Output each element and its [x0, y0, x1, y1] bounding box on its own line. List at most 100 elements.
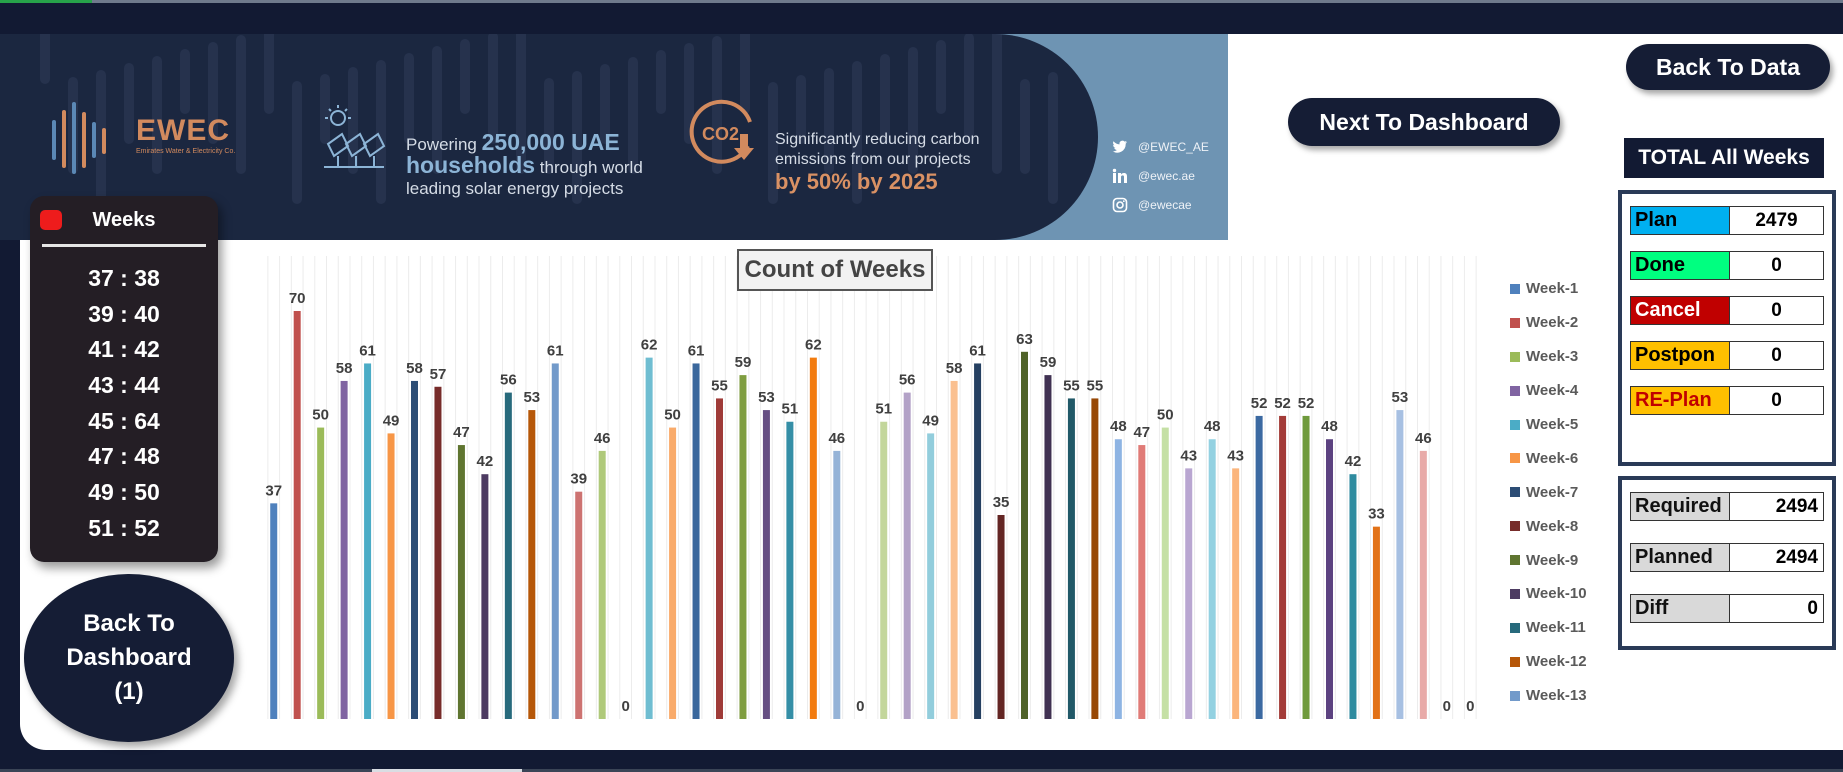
bar-48: [1372, 526, 1380, 719]
bar-49: [1396, 410, 1404, 719]
data-label: 50: [1157, 407, 1174, 424]
banner-stripe: [768, 82, 778, 204]
banner-stripe: [964, 34, 974, 144]
status-label: Cancel: [1631, 297, 1730, 324]
data-label: 58: [406, 360, 423, 377]
legend-label: Week-4: [1526, 382, 1579, 400]
legend-label: Week-13: [1526, 687, 1587, 705]
data-label: 61: [969, 342, 986, 359]
data-label: 58: [946, 360, 963, 377]
banner-stripe: [824, 68, 834, 174]
social-links: @EWEC_AE @ewec.ae @ewecae: [1112, 132, 1209, 219]
clear-filter-icon[interactable]: [40, 210, 62, 230]
co2-highlight: by 50% by 2025: [775, 169, 938, 194]
data-label: 48: [1321, 418, 1338, 435]
summary-label: Diff: [1631, 595, 1730, 622]
legend-label: Week-6: [1526, 449, 1579, 467]
linkedin-icon: [1112, 168, 1127, 183]
week-item[interactable]: 39 : 40: [88, 300, 160, 327]
legend-label: Week-2: [1526, 314, 1579, 332]
legend-item: Week-4: [1510, 374, 1587, 408]
bar-18: [669, 427, 677, 719]
legend-item: Week-1: [1510, 272, 1587, 306]
legend-label: Week-12: [1526, 653, 1587, 671]
legend-item: Week-12: [1510, 645, 1587, 679]
data-label: 58: [336, 360, 353, 377]
banner-stripe: [936, 40, 946, 114]
bar-17: [645, 357, 653, 719]
social-linkedin[interactable]: @ewec.ae: [1112, 161, 1209, 190]
legend-item: Week-11: [1510, 611, 1587, 645]
data-label: 49: [383, 412, 400, 429]
week-item[interactable]: 51 : 52: [88, 514, 160, 541]
banner-stripe: [852, 61, 862, 204]
legend-label: Week-5: [1526, 416, 1579, 433]
bar-20: [716, 398, 723, 719]
data-label: 42: [1345, 453, 1362, 470]
banner-stripe: [880, 54, 890, 144]
bar-40: [1185, 468, 1193, 719]
status-label: Plan: [1631, 207, 1730, 234]
status-row-done: Done 0: [1630, 251, 1824, 280]
week-item[interactable]: 49 : 50: [88, 479, 160, 506]
data-label: 47: [1133, 424, 1150, 441]
legend-swatch: [1510, 453, 1520, 464]
data-label: 37: [265, 482, 282, 499]
status-label: Postpon: [1631, 342, 1730, 369]
data-label: 0: [1443, 698, 1451, 715]
summary-box: Required 2494 Planned 2494 Diff 0: [1618, 476, 1836, 650]
social-twitter[interactable]: @EWEC_AE: [1112, 132, 1209, 161]
legend-item: Week-8: [1510, 509, 1587, 543]
banner-stripe: [1048, 72, 1058, 204]
back-to-dashboard-button[interactable]: Back To Dashboard (1): [24, 574, 234, 742]
data-label: 53: [1392, 389, 1409, 406]
banner-dark-panel: EWEC Emirates Water & Electricity Co. Po…: [0, 34, 1098, 240]
banner-stripe: [124, 63, 134, 144]
status-row-cancel: Cancel 0: [1630, 296, 1824, 325]
banner-stripe: [628, 57, 638, 174]
back-to-data-button[interactable]: Back To Data: [1626, 44, 1830, 90]
legend-item: Week-2: [1510, 306, 1587, 340]
status-row-plan: Plan 2479: [1630, 206, 1824, 235]
summary-row-required: Required 2494: [1630, 492, 1824, 521]
status-row-postpon: Postpon 0: [1630, 341, 1824, 370]
banner-stripe: [180, 49, 190, 114]
legend-label: Week-8: [1526, 517, 1579, 535]
week-item[interactable]: 45 : 64: [88, 407, 160, 434]
bar-15: [598, 450, 606, 719]
week-item[interactable]: 47 : 48: [88, 443, 160, 470]
banner-stripe: [656, 50, 666, 114]
bar-44: [1279, 415, 1287, 719]
bar-27: [880, 421, 888, 719]
week-item[interactable]: 41 : 42: [88, 336, 160, 363]
households-highlight: 250,000 UAE households: [406, 129, 620, 178]
status-row-re-plan: RE-Plan 0: [1630, 386, 1824, 415]
legend-swatch: [1510, 622, 1520, 633]
week-item[interactable]: 37 : 38: [88, 265, 160, 291]
status-totals-box: Plan 2479 Done 0 Cancel 0 Postpon 0 RE-Plan 0: [1618, 190, 1836, 466]
social-instagram[interactable]: @ewecae: [1112, 190, 1209, 219]
legend-item: Week-9: [1510, 543, 1587, 577]
bar-14: [575, 491, 583, 719]
legend-swatch: [1510, 385, 1520, 396]
bar-31: [974, 363, 982, 719]
data-label: 50: [312, 407, 329, 424]
bar-25: [833, 450, 841, 719]
bar-8: [434, 386, 442, 719]
bar-45: [1302, 415, 1310, 719]
banner-stripe: [264, 34, 274, 114]
data-label: 48: [1204, 418, 1221, 435]
legend-swatch: [1510, 351, 1520, 362]
data-label: 39: [570, 471, 587, 488]
banner-stripe: [572, 71, 582, 204]
bar-11: [504, 392, 512, 719]
legend-item: Week-10: [1510, 577, 1587, 611]
next-to-dashboard-button[interactable]: Next To Dashboard: [1288, 98, 1560, 146]
banner-stripe: [376, 60, 386, 204]
bar-33: [1021, 351, 1028, 719]
week-item[interactable]: 43 : 44: [88, 372, 160, 399]
bar-10: [481, 474, 489, 719]
bar-47: [1349, 474, 1357, 719]
bar-29: [927, 433, 935, 719]
data-label: 51: [875, 401, 892, 418]
